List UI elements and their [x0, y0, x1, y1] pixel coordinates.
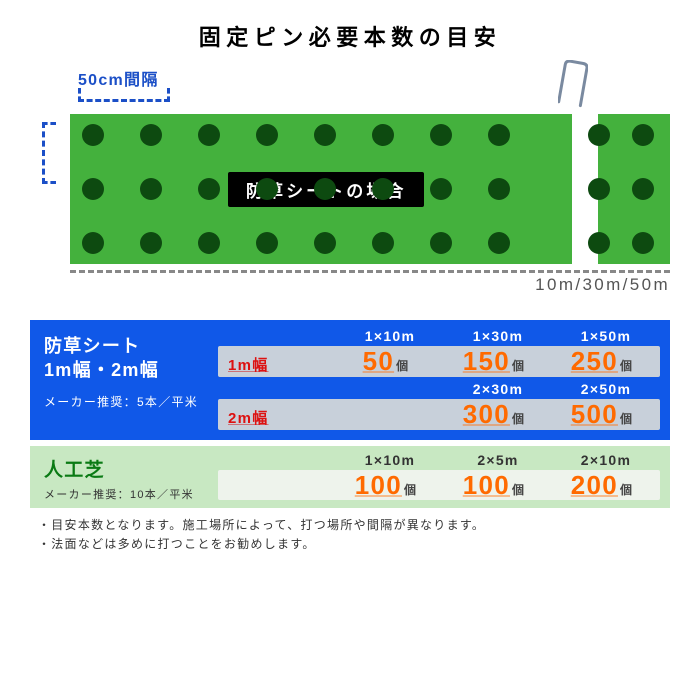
green-headers: 1×10m 2×5m 2×10m	[218, 452, 660, 468]
note-line: ・目安本数となります。施工場所によって、打つ場所や間隔が異なります。	[38, 516, 670, 535]
pin-dot	[372, 124, 394, 146]
pin-dot	[430, 178, 452, 200]
hdr-cell: 2×10m	[552, 452, 660, 468]
length-label: 10m/30m/50m	[535, 275, 670, 294]
pin-dot	[488, 232, 510, 254]
row1-headers: 1×10m 1×30m 1×50m	[218, 328, 660, 344]
pin-dot	[588, 124, 610, 146]
unit: 個	[620, 481, 633, 498]
pin-dot	[198, 232, 220, 254]
value: 50	[363, 348, 394, 374]
pin-dot	[314, 124, 336, 146]
unit: 個	[512, 410, 525, 427]
pin-dot	[198, 178, 220, 200]
sheet-diagram: 防草シートの場合 10m/30m/50m	[30, 114, 670, 284]
row-1m: 1m幅 50個 150個 250個	[218, 346, 660, 377]
hdr-cell: 1×10m	[336, 328, 444, 344]
pin-dot	[314, 178, 336, 200]
green-title: 人工芝	[44, 455, 206, 482]
unit: 個	[512, 481, 525, 498]
hdr-cell: 2×30m	[444, 381, 552, 397]
pin-dot	[430, 232, 452, 254]
pin-dot	[588, 178, 610, 200]
hdr-cell: 1×50m	[552, 328, 660, 344]
pin-dot	[488, 124, 510, 146]
note-line: ・法面などは多めに打つことをお勧めします。	[38, 535, 670, 554]
value: 150	[463, 348, 510, 374]
footnotes: ・目安本数となります。施工場所によって、打つ場所や間隔が異なります。 ・法面など…	[30, 516, 670, 553]
pin-dot	[82, 232, 104, 254]
pin-dot	[314, 232, 336, 254]
width-label: 1m幅	[228, 354, 332, 375]
pin-dot	[256, 124, 278, 146]
value: 300	[463, 401, 510, 427]
pin-dot	[488, 178, 510, 200]
pin-dot	[140, 178, 162, 200]
hdr-cell	[336, 381, 444, 397]
pin-dot	[632, 124, 654, 146]
hdr-cell: 1×10m	[336, 452, 444, 468]
pin-dot	[372, 178, 394, 200]
pin-dot	[256, 178, 278, 200]
unit: 個	[404, 481, 417, 498]
width-label: 2m幅	[228, 407, 332, 428]
blue-title-1: 防草シート	[44, 334, 204, 358]
value: 100	[355, 472, 402, 498]
width-bracket	[42, 122, 56, 184]
pin-dot	[588, 232, 610, 254]
unit: 個	[620, 410, 633, 427]
value: 500	[571, 401, 618, 427]
hdr-cell: 1×30m	[444, 328, 552, 344]
pin-dot	[140, 124, 162, 146]
pin-dot	[82, 124, 104, 146]
unit: 個	[620, 357, 633, 374]
page-title: 固定ピン必要本数の目安	[30, 20, 670, 52]
pin-dot	[372, 232, 394, 254]
spacing-annotation: 50cm間隔	[30, 66, 670, 110]
pin-dot	[198, 124, 220, 146]
pin-dot	[82, 178, 104, 200]
pin-dot	[256, 232, 278, 254]
pin-icon	[558, 60, 588, 108]
turf-table: 人工芝 メーカー推奨：10本／平米 1×10m 2×5m 2×10m . 100…	[30, 446, 670, 508]
unit: 個	[512, 357, 525, 374]
blue-recommend: メーカー推奨：5本／平米	[44, 393, 204, 410]
row-2m: 2m幅 300個 500個	[218, 399, 660, 430]
green-row: . 100個 100個 200個	[218, 470, 660, 500]
value: 100	[463, 472, 510, 498]
hdr-cell: 2×50m	[552, 381, 660, 397]
green-recommend: メーカー推奨：10本／平米	[44, 486, 206, 502]
unit: 個	[396, 357, 409, 374]
pin-dot	[632, 232, 654, 254]
spacing-label: 50cm間隔	[78, 66, 159, 90]
pin-dot	[632, 178, 654, 200]
length-rule: 10m/30m/50m	[70, 270, 670, 295]
hdr-cell: 2×5m	[444, 452, 552, 468]
pin-dot	[430, 124, 452, 146]
weed-sheet-table: 防草シート 1m幅・2m幅 メーカー推奨：5本／平米 1×10m 1×30m 1…	[30, 320, 670, 440]
pin-dot	[140, 232, 162, 254]
spacing-bracket	[78, 88, 170, 102]
value: 250	[571, 348, 618, 374]
value: 200	[571, 472, 618, 498]
weed-sheet: 防草シートの場合	[70, 114, 670, 264]
row2-headers: 2×30m 2×50m	[218, 381, 660, 397]
blue-title-2: 1m幅・2m幅	[44, 358, 204, 382]
